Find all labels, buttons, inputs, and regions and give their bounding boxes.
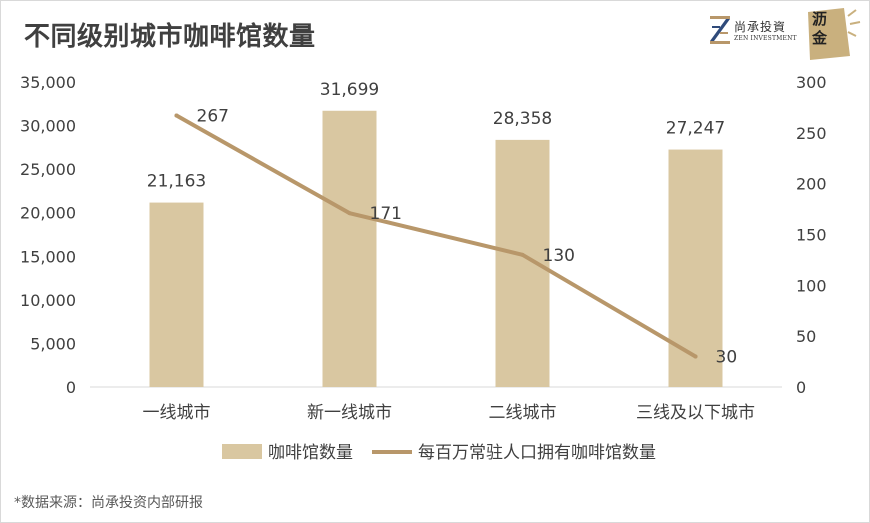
line-series: 267 171 130 30 — [174, 107, 738, 368]
bar-series: 21,163 31,699 28,358 27,247 — [147, 80, 725, 387]
legend-bar-swatch — [222, 444, 262, 459]
right-tick-label: 250 — [796, 124, 827, 143]
left-tick-label: 10,000 — [20, 291, 76, 310]
zen-logo-chinese: 尚承投資 — [734, 20, 787, 34]
lijin-logo-text: 沥金 — [812, 10, 828, 47]
right-tick-label: 50 — [796, 327, 816, 346]
bar — [668, 149, 723, 387]
zen-logo-english: ZEN INVESTMENT — [734, 35, 797, 42]
bar-value-label: 28,358 — [493, 109, 552, 129]
right-tick-label: 0 — [796, 378, 806, 397]
category-label: 一线城市 — [143, 403, 211, 423]
category-label: 三线及以下城市 — [636, 403, 755, 423]
line-value-label: 171 — [370, 204, 402, 224]
lijin-logo: 沥金 — [804, 6, 864, 62]
zen-investment-logo: 尚承投資 ZEN INVESTMENT — [708, 14, 798, 48]
right-axis-ticks: 0 50 100 150 200 250 300 — [796, 73, 827, 397]
right-tick-label: 200 — [796, 175, 827, 194]
line-point — [174, 113, 179, 118]
left-tick-label: 20,000 — [20, 204, 76, 223]
right-tick-label: 150 — [796, 226, 827, 245]
left-tick-label: 30,000 — [20, 117, 76, 136]
bar — [322, 110, 377, 387]
lijin-logo-mark-icon — [808, 8, 861, 60]
category-label: 二线城市 — [489, 403, 557, 423]
left-axis-ticks: 0 5,000 10,000 15,000 20,000 25,000 30,000 35,0… — [20, 73, 76, 397]
right-tick-label: 300 — [796, 73, 827, 92]
bar — [149, 202, 204, 387]
legend-line-label: 每百万常驻人口拥有咖啡馆数量 — [418, 443, 656, 463]
line-value-label: 130 — [543, 246, 575, 266]
line-value-label: 30 — [716, 348, 738, 368]
line-point — [693, 354, 698, 359]
left-tick-label: 0 — [66, 378, 76, 397]
line-value-label: 267 — [197, 107, 229, 127]
left-tick-label: 15,000 — [20, 247, 76, 266]
category-labels: 一线城市 新一线城市 二线城市 三线及以下城市 — [143, 403, 756, 423]
bar-value-label: 31,699 — [320, 80, 379, 100]
bar-value-label: 27,247 — [666, 119, 725, 139]
bar — [495, 139, 550, 387]
left-tick-label: 5,000 — [30, 334, 76, 353]
line-point — [520, 252, 525, 257]
right-tick-label: 100 — [796, 276, 827, 295]
line-point — [347, 211, 352, 216]
zen-logo-mark-icon — [710, 16, 730, 44]
left-tick-label: 25,000 — [20, 160, 76, 179]
bar-value-label: 21,163 — [147, 172, 206, 192]
chart-title: 不同级别城市咖啡馆数量 — [24, 22, 316, 52]
left-tick-label: 35,000 — [20, 73, 76, 92]
data-source-note: *数据来源：尚承投资内部研报 — [14, 495, 203, 511]
legend: 咖啡馆数量 每百万常驻人口拥有咖啡馆数量 — [222, 443, 656, 463]
line-path — [174, 113, 698, 359]
category-label: 新一线城市 — [307, 403, 392, 423]
legend-bar-label: 咖啡馆数量 — [268, 443, 353, 463]
